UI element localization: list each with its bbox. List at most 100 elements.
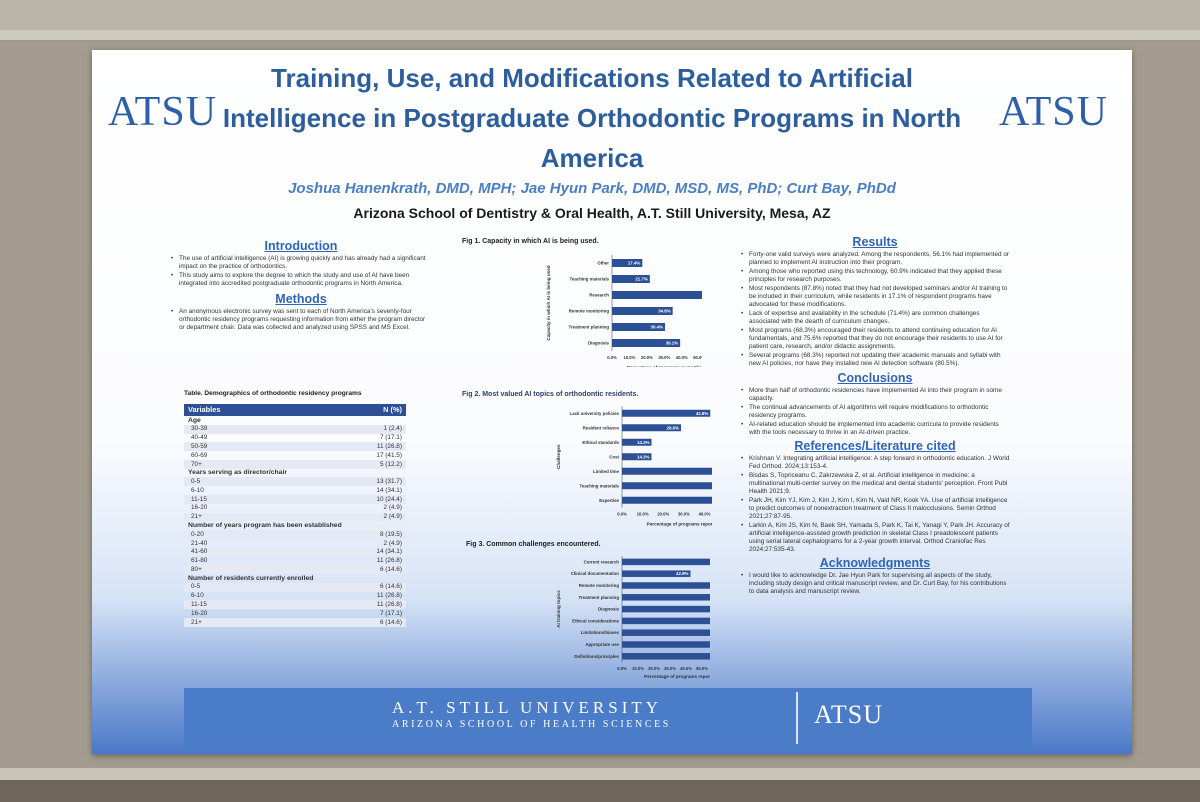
table-cell-value: 7 (17.1) [379, 434, 402, 442]
logo-right: ATSU [998, 89, 1108, 135]
chart-category-label: Limitations/biases [581, 630, 620, 635]
table-cell-value [368, 574, 406, 583]
figure-2-chart: Challenges Lack university policies 42.8% R… [556, 406, 793, 527]
table-row: 40-49 7 (17.1) [184, 434, 406, 443]
table-cell-value: 6 (14.6) [367, 582, 406, 592]
table-cell-label: 40-49 [191, 434, 208, 442]
chart-bar-label: 21.7% [635, 277, 648, 282]
table-cell-value: 14 (34.1) [367, 547, 406, 557]
chart-category-label: Cost [609, 454, 619, 459]
table-cell-value: 11 (26.8) [367, 442, 406, 452]
table-cell-label: 70+ [184, 459, 368, 469]
table-row: 6-10 14 (34.1) [184, 486, 406, 495]
chart-bar [622, 409, 711, 417]
chart-bar [622, 641, 782, 648]
table-row: 0-5 6 (14.6) [184, 582, 406, 592]
table-cell-label: Number of residents currently enrolled [188, 574, 314, 582]
table-cell-value: 7 (17.1) [379, 609, 402, 617]
acknowledgments-list: I would like to acknowledge Dr. Jae Hyun… [740, 572, 1010, 596]
table-cell-value: 11 (26.8) [376, 557, 402, 565]
table-cell-label: 0-5 [184, 582, 368, 592]
table-cell-label: 61-80 [191, 557, 208, 565]
chart-category-label: Resident reliance [583, 425, 620, 430]
table-title: Table. Demographics of orthodontic resid… [184, 390, 362, 397]
chart-bar [622, 482, 740, 490]
conclusions-bullet: More than half of orthodontic residencie… [740, 387, 1010, 403]
university-name: A.T. STILL UNIVERSITY [392, 698, 663, 717]
table-header-variables: Variables [184, 404, 368, 416]
school-name: ARIZONA SCHOOL OF HEALTH SCIENCES [392, 719, 671, 730]
table-cell-label: 80+ [184, 565, 368, 575]
table-cell-label: 16-20 [191, 504, 208, 512]
table-row: 6-10 11 (26.8) [184, 592, 406, 601]
table-cell-label: 60-69 [191, 451, 208, 459]
methods-bullet: An anonymous electronic survey was sent … [170, 308, 432, 332]
figure-1-chart: Capacity in which AI is being used Other 1… [546, 255, 740, 370]
introduction-list: The use of artificial intelligence (AI) … [170, 255, 432, 288]
table-row: 0-20 8 (19.5) [184, 530, 406, 539]
chart-bar-label: 14.3% [637, 454, 650, 459]
chart-bar [622, 453, 652, 461]
conclusions-list: More than half of orthodontic residencie… [740, 387, 1010, 437]
chart-tick-label: 40.0% [699, 512, 711, 517]
chart-tick-label: 0.0% [617, 512, 627, 517]
chart-category-label: Research [589, 293, 609, 298]
table-cell-value: 8 (19.5) [367, 530, 406, 539]
figure-2: Fig 2. Most valued AI topics of orthodon… [462, 391, 793, 536]
table-cell-label: 6-10 [191, 592, 204, 600]
chart-category-label: Treatment planning [579, 595, 620, 600]
acknowledgments-heading: Acknowledgments [819, 556, 931, 570]
chart-bar [622, 496, 770, 504]
chart-category-label: Remote monitoring [579, 583, 620, 588]
chart-tick-label: 50.0% [693, 355, 702, 360]
chart-tick-label: 20.0% [657, 512, 669, 517]
table-row: 41-60 14 (34.1) [184, 547, 406, 557]
introduction-bullet: This study aims to explore the degree to… [170, 272, 432, 288]
chart-tick-label: 40.0% [676, 355, 688, 360]
table-cell-value: 5 (12.2) [367, 459, 406, 469]
figure-1: Fig 1. Capacity in which AI is being use… [462, 238, 740, 370]
chart-category-label: Clinical documentation [571, 571, 620, 576]
footer-logo: ATSU [814, 700, 884, 729]
figure-3-title: Fig 3. Common challenges encountered. [466, 541, 601, 548]
table-cell-value: 1 (2.4) [367, 424, 406, 434]
table-cell-value: 6 (14.6) [367, 565, 406, 575]
conclusions-bullet: AI-related education should be implement… [740, 421, 1010, 437]
chart-bar [622, 570, 691, 577]
results-bullet: Among those who reported using this tech… [740, 268, 1010, 284]
chart-category-label: Definitions/principles [574, 654, 619, 659]
chart-bar [622, 467, 770, 475]
table-cell-value [368, 416, 406, 425]
chart-bar [622, 653, 737, 660]
table-row: 60-69 17 (41.5) [184, 451, 406, 460]
table-row: 21+ 2 (4.9) [184, 512, 406, 522]
chart-y-axis-label: Challenges [556, 444, 561, 469]
demographics-table: Variables N (%) Age 30-39 1 (2.4) 40-49 7 (1… [184, 404, 406, 627]
results-bullet: Lack of expertise and availability in th… [740, 310, 1010, 326]
chart-category-label: Current research [584, 559, 620, 564]
chart-y-axis-label: AI training topics [556, 590, 561, 628]
introduction-bullet: The use of artificial intelligence (AI) … [170, 255, 432, 271]
chart-category-label: Teaching materials [580, 483, 620, 488]
table-cell-label: 21+ [184, 617, 368, 627]
table-cell-label: 21-40 [191, 539, 208, 547]
chart-tick-label: 10.0% [623, 355, 635, 360]
chart-bar [622, 582, 737, 589]
table-cell-label: 11-15 [184, 600, 368, 610]
table-cell-value: 6 (14.6) [367, 617, 406, 627]
research-poster: ATSU ATSU Training, Use, and Modificatio… [92, 50, 1132, 754]
poster-title: Training, Use, and Modifications Related… [222, 63, 962, 173]
chart-tick-label: 20.0% [648, 666, 660, 671]
table-cell-label: 0-20 [184, 530, 368, 539]
table-row: 11-15 10 (24.4) [184, 495, 406, 504]
chart-bar [622, 617, 737, 625]
table-cell-label: 6-10 [191, 486, 204, 494]
chart-bar [612, 339, 681, 347]
chart-bar [612, 275, 650, 283]
poster-affiliation: Arizona School of Dentistry & Oral Healt… [353, 205, 831, 221]
chart-bar [622, 629, 782, 636]
figure-3: Fig 3. Common challenges encountered. AI… [466, 541, 789, 681]
table-cell-label: 21+ [184, 512, 368, 522]
footer-banner: A.T. STILL UNIVERSITY ARIZONA SCHOOL OF … [184, 688, 1032, 750]
